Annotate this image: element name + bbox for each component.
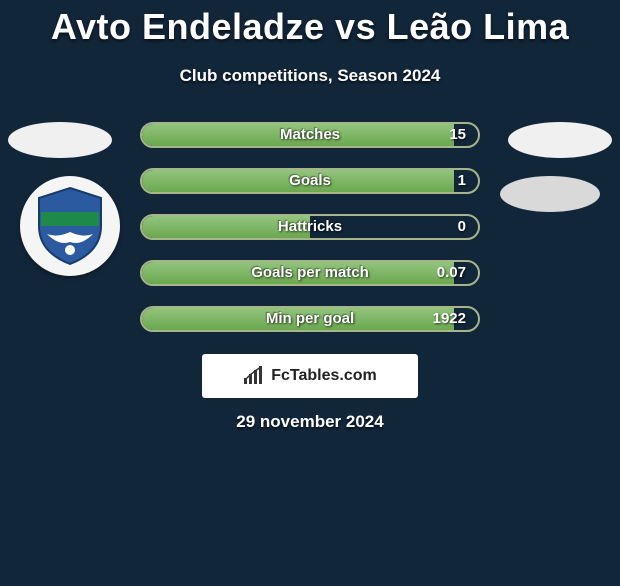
stat-label: Matches bbox=[142, 124, 478, 146]
stat-row-matches: Matches 15 bbox=[140, 122, 480, 148]
chart-bars-icon bbox=[243, 366, 265, 386]
stat-label: Goals bbox=[142, 170, 478, 192]
stat-row-goals-per-match: Goals per match 0.07 bbox=[140, 260, 480, 286]
shield-icon bbox=[35, 186, 105, 266]
team-left-badge bbox=[20, 176, 120, 276]
brand-text: FcTables.com bbox=[271, 367, 377, 385]
stat-value: 1 bbox=[458, 170, 466, 192]
stat-label: Goals per match bbox=[142, 262, 478, 284]
stat-row-min-per-goal: Min per goal 1922 bbox=[140, 306, 480, 332]
brand-box[interactable]: FcTables.com bbox=[202, 354, 418, 398]
stat-value: 15 bbox=[449, 124, 466, 146]
player-left-avatar-placeholder bbox=[8, 122, 112, 158]
stat-value: 0.07 bbox=[437, 262, 466, 284]
team-right-badge-placeholder bbox=[500, 176, 600, 212]
player-right-avatar-placeholder bbox=[508, 122, 612, 158]
stats-panel: Matches 15 Goals 1 Hattricks 0 Goals per… bbox=[140, 122, 480, 352]
stat-label: Hattricks bbox=[142, 216, 478, 238]
stat-row-goals: Goals 1 bbox=[140, 168, 480, 194]
stat-row-hattricks: Hattricks 0 bbox=[140, 214, 480, 240]
subtitle: Club competitions, Season 2024 bbox=[0, 66, 620, 86]
stat-value: 1922 bbox=[433, 308, 466, 330]
stat-value: 0 bbox=[458, 216, 466, 238]
stat-label: Min per goal bbox=[142, 308, 478, 330]
date-text: 29 november 2024 bbox=[0, 412, 620, 432]
page-title: Avto Endeladze vs Leão Lima bbox=[0, 6, 620, 48]
